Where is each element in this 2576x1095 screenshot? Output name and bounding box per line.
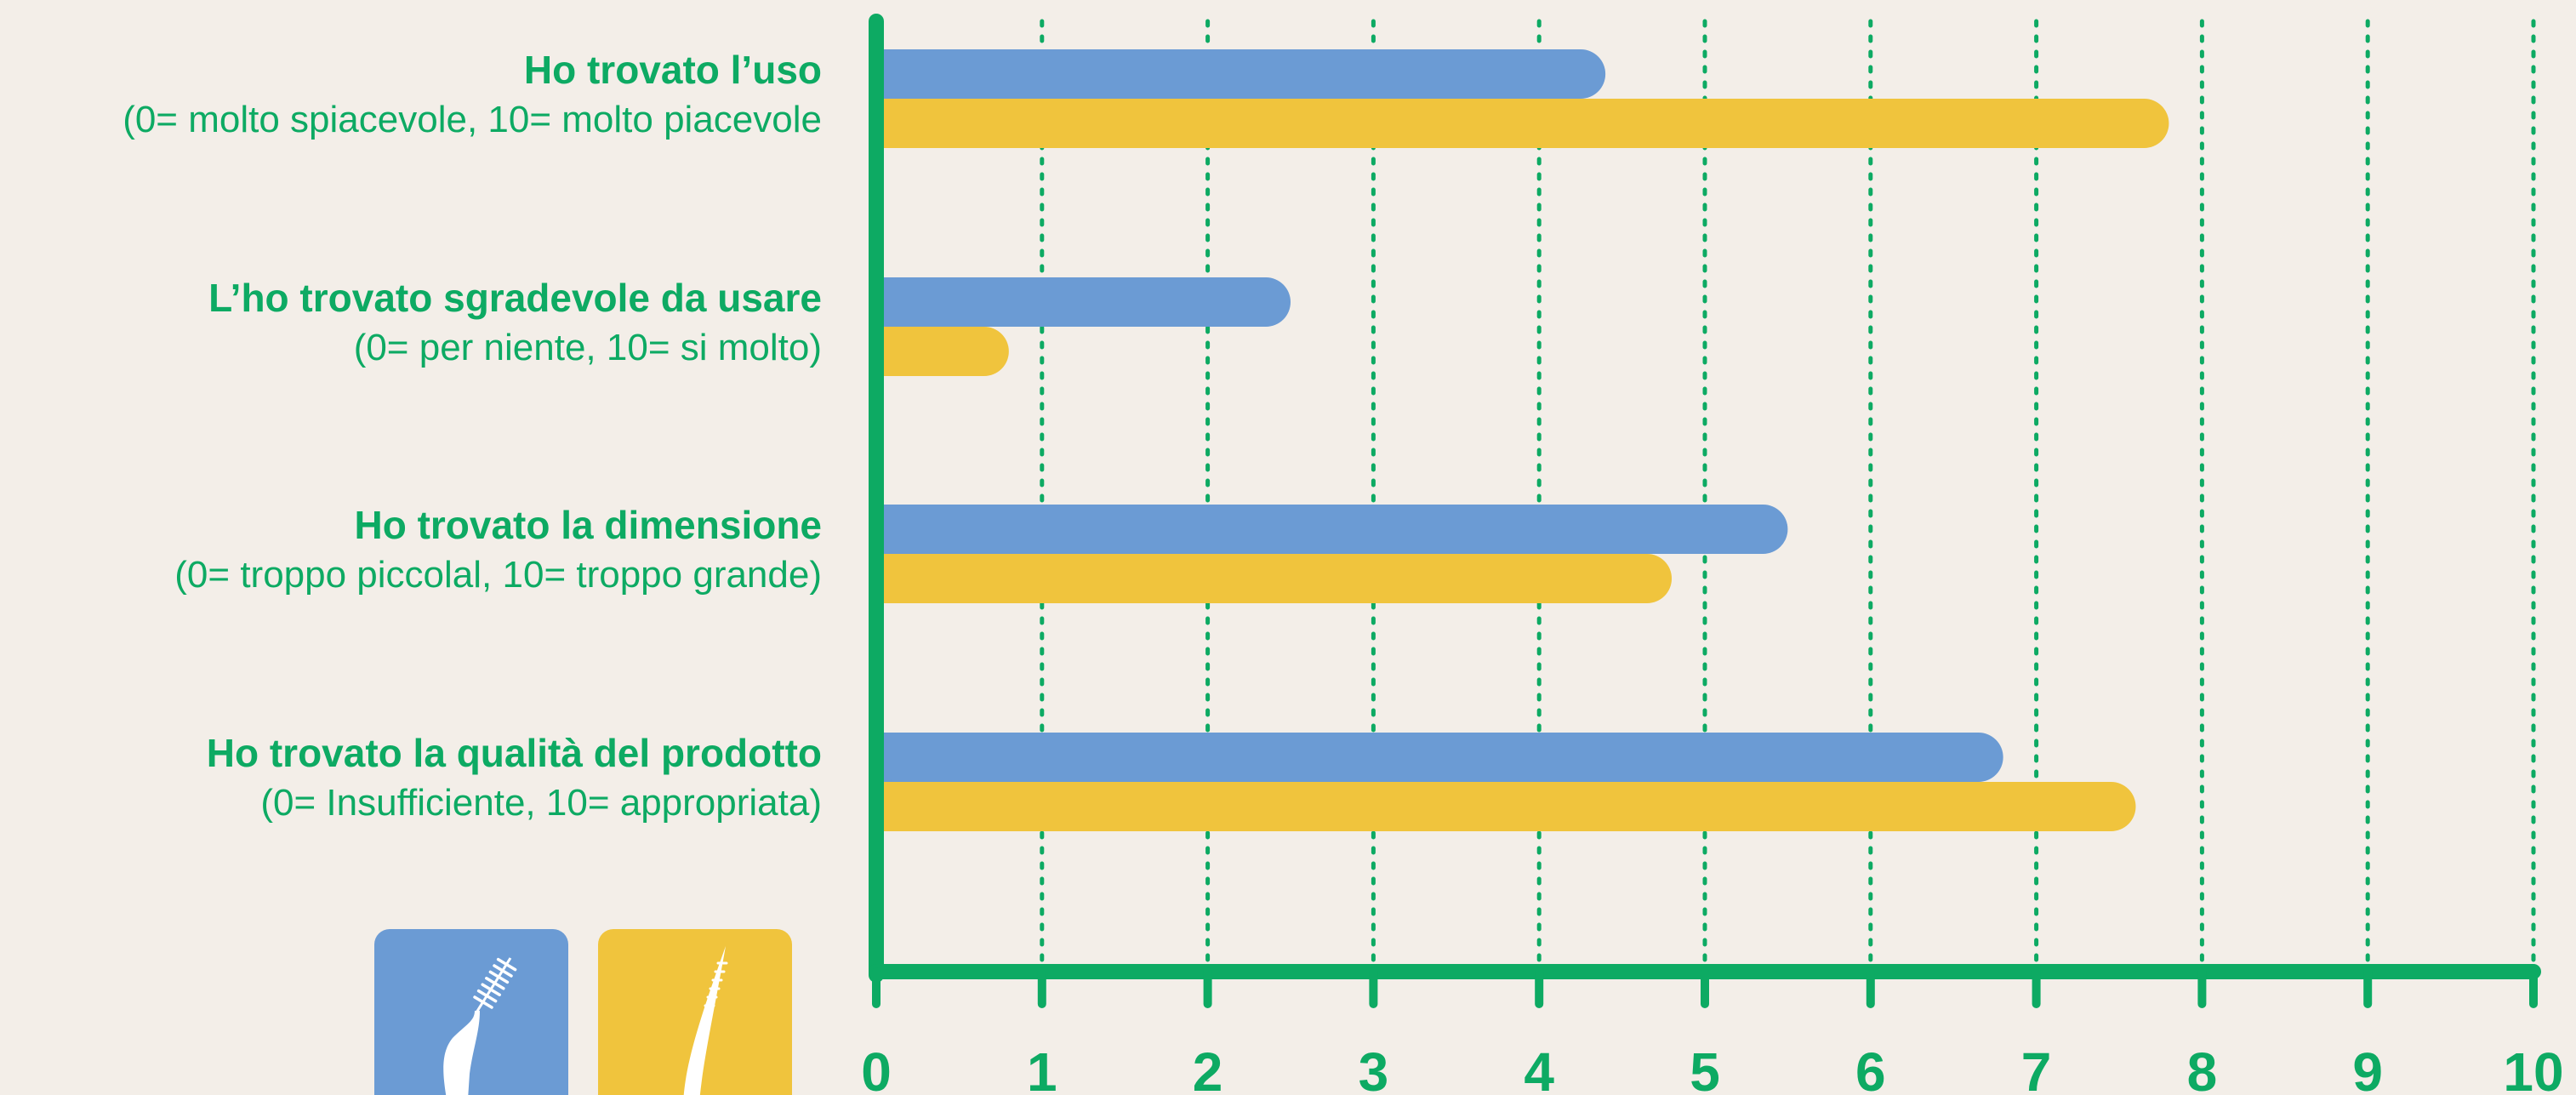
tick-labels: 0 1 2 3 4 5 6 7 8 9 10 (861, 1041, 2563, 1095)
category-subtitle: (0= molto spiacevole, 10= molto piacevol… (123, 99, 822, 140)
category-title: Ho trovato l’uso (524, 48, 822, 92)
interdental-brush-icon (374, 929, 568, 1095)
x-tick-label: 7 (2021, 1041, 2052, 1095)
toothpick-brush-icon (598, 929, 792, 1095)
category-subtitle: (0= troppo piccolal, 10= troppo grande) (174, 554, 822, 596)
bar-s1-c1 (876, 49, 1606, 99)
bars (876, 49, 2169, 831)
x-tick-label: 1 (1027, 1041, 1057, 1095)
category-title: L’ho trovato sgradevole da usare (208, 276, 822, 320)
bar-s1-c3 (876, 505, 1788, 554)
x-tick-label: 3 (1359, 1041, 1389, 1095)
category-subtitle: (0= per niente, 10= si molto) (354, 327, 822, 368)
category-labels: Ho trovato l’uso (0= molto spiacevole, 10… (123, 48, 822, 824)
bar-s2-c4 (876, 782, 2136, 831)
category-title: Ho trovato la dimensione (354, 503, 822, 547)
bar-s1-c4 (876, 733, 2003, 782)
category-title: Ho trovato la qualità del prodotto (207, 731, 822, 775)
legend (374, 929, 792, 1095)
x-tick-label: 2 (1193, 1041, 1223, 1095)
bar-s2-c2 (876, 327, 1009, 376)
x-tick-label: 6 (1855, 1041, 1886, 1095)
x-tick-label: 0 (861, 1041, 892, 1095)
x-tick-label: 4 (1524, 1041, 1554, 1095)
bar-s2-c1 (876, 99, 2169, 148)
bar-s1-c2 (876, 277, 1291, 327)
gridlines (1040, 19, 2536, 974)
x-tick-label: 8 (2187, 1041, 2218, 1095)
bar-s2-c3 (876, 554, 1673, 603)
category-subtitle: (0= Insufficiente, 10= appropriata) (260, 782, 822, 824)
axes (869, 14, 2541, 1008)
x-tick-label: 5 (1690, 1041, 1720, 1095)
x-tick-label: 9 (2352, 1041, 2383, 1095)
x-tick-label: 10 (2503, 1041, 2563, 1095)
